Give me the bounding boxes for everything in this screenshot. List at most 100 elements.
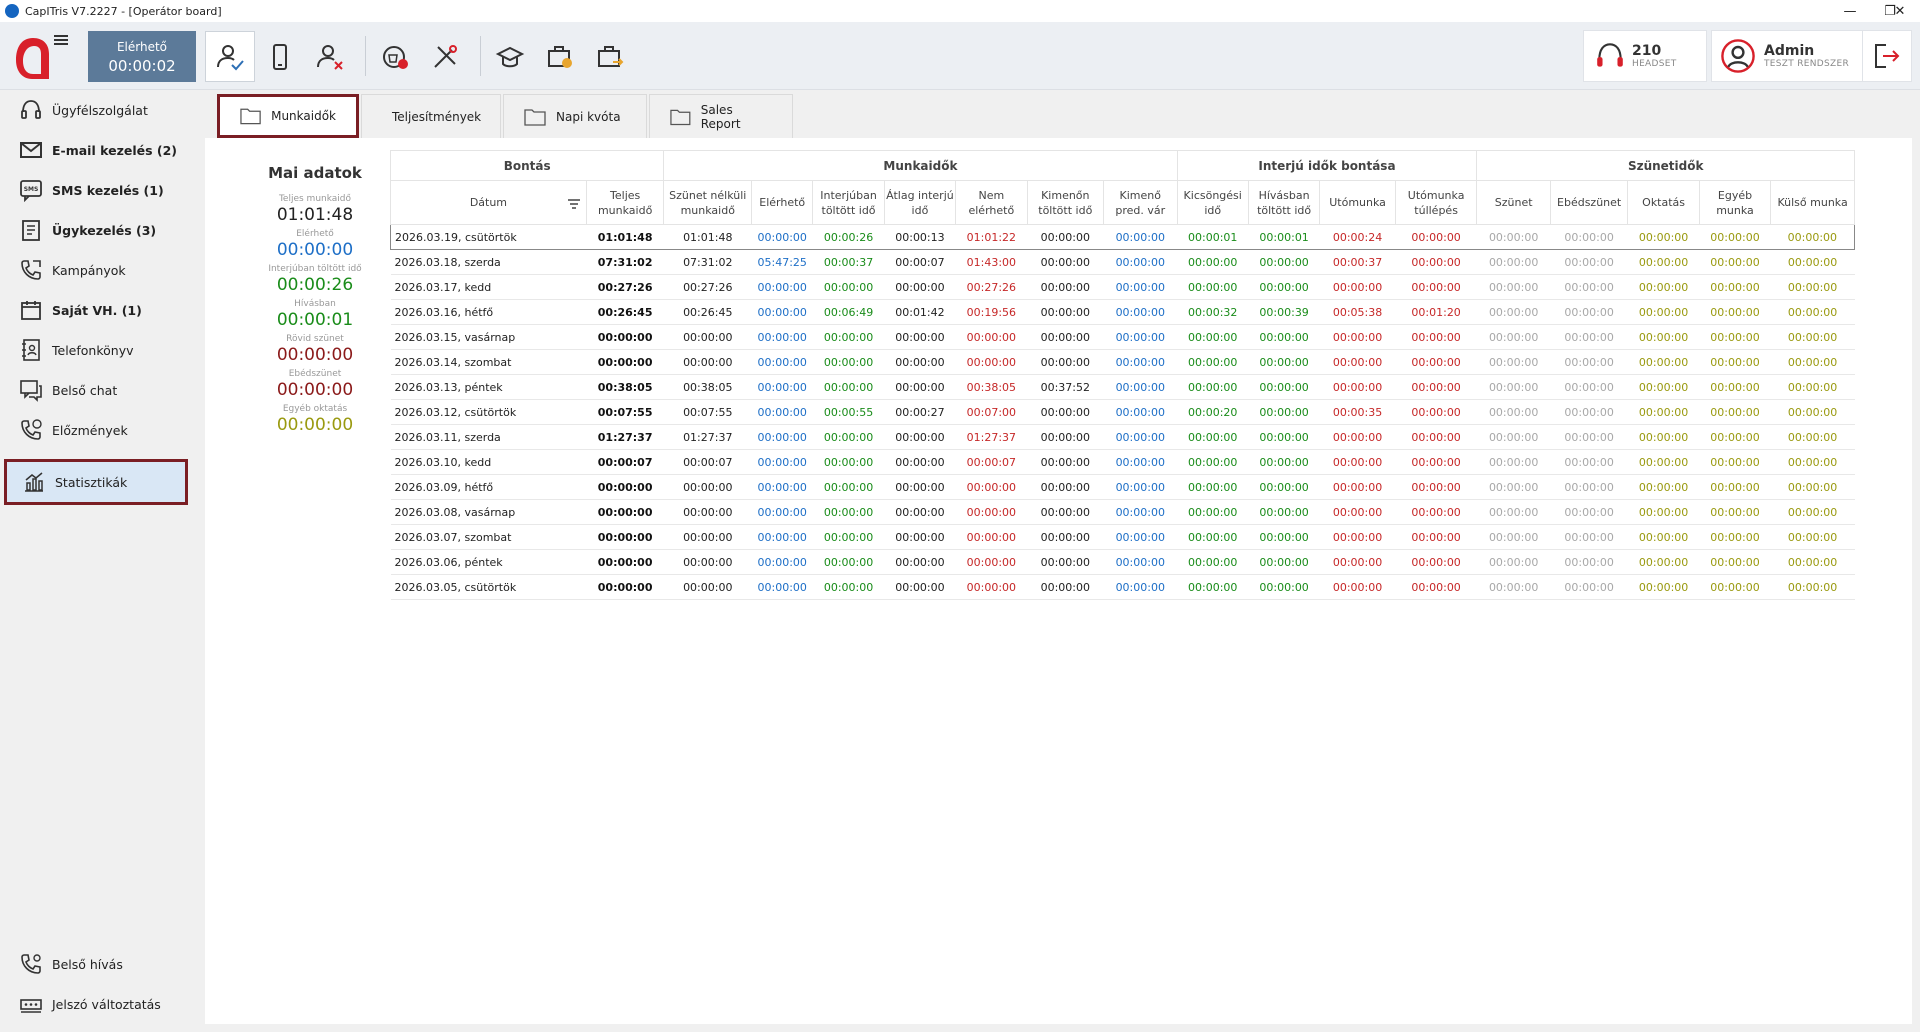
external-work-button[interactable] [585,31,635,82]
sidebar-item-belso-chat[interactable]: Belső chat [4,370,188,410]
table-cell: 00:00:00 [751,524,813,550]
column-header-label: Egyéb munka [1716,188,1754,217]
table-cell: 00:00:00 [1627,524,1700,550]
mai-adatok-label: Elérhető [296,229,334,239]
tools-button[interactable] [420,31,470,82]
user-avatar-icon [1721,39,1755,73]
table-row[interactable]: 2026.03.09, hétfő 00:00:00 00:00:00 00:00:0… [390,474,1855,500]
table-cell-date: 2026.03.11, szerda [390,424,587,450]
table-row[interactable]: 2026.03.15, vasárnap 00:00:00 00:00:00 00:0… [390,324,1855,350]
availability-status[interactable]: Elérhető 00:00:02 [88,31,196,82]
tab-napi-kvota[interactable]: Napi kvóta [503,94,647,138]
sidebar-item-sms[interactable]: SMS SMS kezelés (1) [4,170,188,210]
table-row[interactable]: 2026.03.07, szombat 00:00:00 00:00:00 00:00… [390,524,1855,550]
maximize-icon[interactable]: ❐ [1884,3,1896,19]
table-row[interactable]: 2026.03.12, csütörtök 00:07:55 00:07:55 00:… [390,399,1855,425]
sidebar-item-sajat-vh[interactable]: Saját VH. (1) [4,290,188,330]
table-cell: 00:00:00 [1770,524,1855,550]
sidebar-item-label: E-mail kezelés (2) [52,142,177,158]
column-header: Szünet nélküli munkaidő [663,180,753,225]
table-cell: 00:00:00 [1319,274,1396,300]
table-row[interactable]: 2026.03.14, szombat 00:00:00 00:00:00 00:00… [390,349,1855,375]
table-cell: 00:00:00 [1103,349,1177,375]
table-cell: 00:00:00 [1027,524,1104,550]
table-cell: 00:00:24 [1319,224,1396,250]
user-widget[interactable]: Admin TESZT RENDSZER [1711,30,1865,82]
column-header: Utómunka [1319,180,1396,225]
table-cell: 01:43:00 [955,249,1028,275]
table-cell: 00:00:00 [751,549,813,575]
tab-sales-report[interactable]: Sales Report [649,94,793,138]
column-header-datum[interactable]: Dátum [390,180,587,225]
table-cell: 00:00:00 [1319,549,1396,575]
work-briefcase-button[interactable] [535,31,585,82]
table-row[interactable]: 2026.03.08, vasárnap 00:00:00 00:00:00 00:0… [390,499,1855,525]
table-cell: 00:00:00 [812,574,885,600]
column-header-label: Utómunka [1329,196,1386,209]
menu-icon[interactable] [54,35,68,45]
table-row[interactable]: 2026.03.19, csütörtök 01:01:48 01:01:48 00:… [390,224,1855,250]
table-cell: 00:00:00 [1550,574,1628,600]
table-row[interactable]: 2026.03.18, szerda 07:31:02 07:31:02 05:47:… [390,249,1855,275]
headset-label: HEADSET [1632,59,1677,69]
table-cell: 00:00:00 [1319,524,1396,550]
column-header-label: Ebédszünet [1557,196,1622,209]
table-cell: 00:00:00 [1627,499,1700,525]
column-header-label: Teljes munkaidő [597,188,653,217]
table-cell: 00:00:00 [1395,374,1477,400]
tab-teljesitmenyek[interactable]: Teljesítmények [361,94,501,138]
table-cell: 01:01:48 [586,224,664,250]
table-cell-date: 2026.03.07, szombat [390,524,587,550]
table-cell-date: 2026.03.18, szerda [390,249,587,275]
close-icon[interactable]: ✕ [1894,3,1906,19]
table-row[interactable]: 2026.03.11, szerda 01:27:37 01:27:37 00:00:… [390,424,1855,450]
break-button[interactable] [370,31,420,82]
sidebar-item-jelszo-valtoztatas[interactable]: Jelszó változtatás [4,984,188,1024]
sidebar-item-email[interactable]: E-mail kezelés (2) [4,130,188,170]
table-cell: 00:00:00 [1476,449,1551,475]
table-cell: 00:00:00 [751,299,813,325]
training-button[interactable] [485,31,535,82]
tab-munkaidok[interactable]: Munkaidők [217,94,359,138]
table-row[interactable]: 2026.03.10, kedd 00:00:07 00:00:07 00:00:00… [390,449,1855,475]
table-cell: 00:00:00 [586,524,664,550]
sidebar-item-label: Kampányok [52,262,126,278]
table-cell: 00:00:00 [1395,249,1477,275]
mai-adatok-label: Ebédszünet [288,369,342,379]
filter-icon[interactable] [567,199,580,209]
sidebar-item-label: Saját VH. (1) [52,302,142,318]
sidebar-item-ugykezeles[interactable]: Ügykezelés (3) [4,210,188,250]
column-header-label: Oktatás [1642,196,1686,209]
case-icon [16,215,46,245]
table-cell: 00:00:13 [884,224,956,250]
table-cell: 00:00:00 [1177,474,1249,500]
sidebar-item-ugyfelszolgalat[interactable]: Ügyfélszolgálat [4,90,188,130]
table-row[interactable]: 2026.03.17, kedd 00:27:26 00:27:26 00:00:00… [390,274,1855,300]
mobile-button[interactable] [255,31,305,82]
table-cell: 00:00:00 [1476,474,1551,500]
table-row[interactable]: 2026.03.13, péntek 00:38:05 00:38:05 00:00:… [390,374,1855,400]
logout-button[interactable] [1862,30,1912,82]
table-row[interactable]: 2026.03.16, hétfő 00:26:45 00:26:45 00:00:0… [390,299,1855,325]
available-user-button[interactable] [205,31,255,82]
column-header-label: Kicsöngési idő [1183,188,1242,217]
table-cell: 00:00:00 [1699,399,1771,425]
table-cell: 00:00:07 [586,449,664,475]
table-row[interactable]: 2026.03.05, csütörtök 00:00:00 00:00:00 00:… [390,574,1855,600]
table-cell-date: 2026.03.06, péntek [390,549,587,575]
sidebar-item-elozmenyek[interactable]: Előzmények [4,410,188,450]
headset-widget[interactable]: 210 HEADSET [1583,30,1707,82]
table-cell: 00:00:00 [1103,399,1177,425]
sidebar-item-telefonkonyv[interactable]: Telefonkönyv [4,330,188,370]
sidebar-item-statisztikak[interactable]: Statisztikák [4,459,188,505]
table-row[interactable]: 2026.03.06, péntek 00:00:00 00:00:00 00:00:… [390,549,1855,575]
svg-text:SMS: SMS [24,186,39,193]
unavailable-user-button[interactable] [305,31,355,82]
table-cell: 00:00:35 [1319,399,1396,425]
table-cell: 00:00:00 [1248,474,1320,500]
sidebar-item-kampanyok[interactable]: Kampányok [4,250,188,290]
minimize-icon[interactable]: — [1843,3,1857,19]
toolbar-divider [480,36,481,76]
table-cell: 00:00:00 [1699,324,1771,350]
sidebar-item-belso-hivas[interactable]: Belső hívás [4,944,188,984]
